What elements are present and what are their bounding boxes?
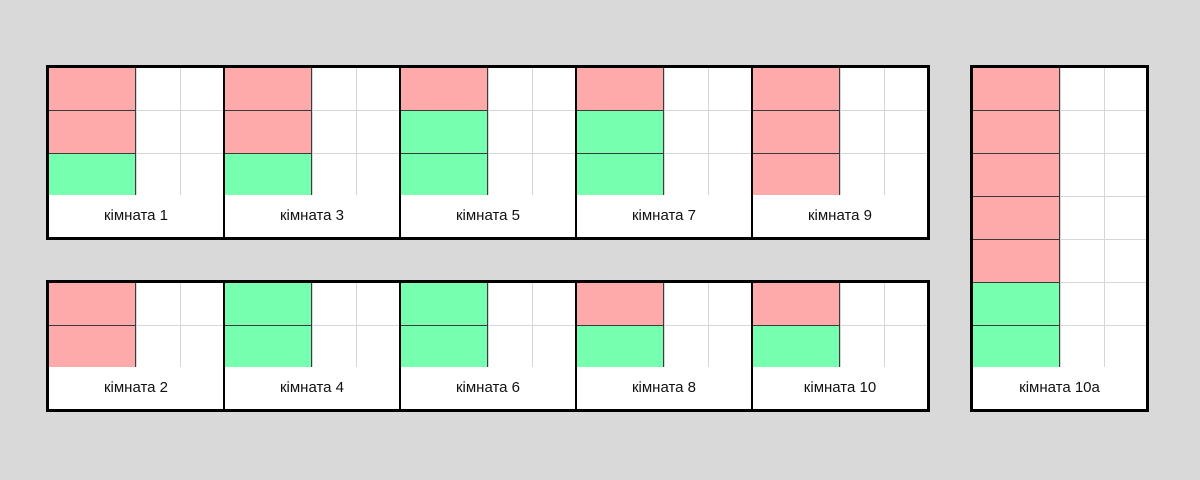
room-group-10a: кімната 10а bbox=[970, 65, 1149, 412]
bed-slot-occupied[interactable] bbox=[49, 283, 136, 326]
room-5[interactable]: кімната 5 bbox=[401, 68, 577, 237]
room-label: кімната 6 bbox=[401, 367, 575, 409]
bed-slots bbox=[577, 283, 664, 369]
bed-slots bbox=[577, 68, 664, 197]
bed-slot-occupied[interactable] bbox=[973, 154, 1060, 197]
bed-slot-occupied[interactable] bbox=[753, 68, 840, 111]
bed-slot-occupied[interactable] bbox=[577, 68, 664, 111]
bed-slot-free[interactable] bbox=[973, 283, 1060, 326]
bed-slot-free[interactable] bbox=[225, 326, 312, 369]
bed-slot-free[interactable] bbox=[753, 326, 840, 369]
room-group-odd: кімната 1 кімната 3 кімната 5 кімната 7 … bbox=[46, 65, 930, 240]
room-label: кімната 5 bbox=[401, 195, 575, 237]
bed-slot-occupied[interactable] bbox=[973, 197, 1060, 240]
room-label: кімната 3 bbox=[225, 195, 399, 237]
bed-slot-free[interactable] bbox=[973, 326, 1060, 369]
room-1[interactable]: кімната 1 bbox=[49, 68, 225, 237]
bed-slot-occupied[interactable] bbox=[49, 111, 136, 154]
room-label: кімната 7 bbox=[577, 195, 751, 237]
bed-slot-occupied[interactable] bbox=[225, 111, 312, 154]
bed-slot-occupied[interactable] bbox=[753, 111, 840, 154]
bed-slot-free[interactable] bbox=[577, 154, 664, 197]
room-6[interactable]: кімната 6 bbox=[401, 283, 577, 409]
room-label: кімната 4 bbox=[225, 367, 399, 409]
bed-slot-free[interactable] bbox=[225, 154, 312, 197]
bed-slot-free[interactable] bbox=[401, 154, 488, 197]
room-10a[interactable]: кімната 10а bbox=[973, 68, 1146, 409]
bed-slots bbox=[49, 68, 136, 197]
bed-slot-occupied[interactable] bbox=[577, 283, 664, 326]
bed-slot-occupied[interactable] bbox=[753, 283, 840, 326]
bed-slots bbox=[49, 283, 136, 369]
bed-slot-free[interactable] bbox=[401, 326, 488, 369]
bed-slots bbox=[225, 68, 312, 197]
bed-slot-occupied[interactable] bbox=[225, 68, 312, 111]
room-4[interactable]: кімната 4 bbox=[225, 283, 401, 409]
bed-slot-free[interactable] bbox=[401, 111, 488, 154]
bed-slots bbox=[973, 68, 1060, 369]
bed-slots bbox=[753, 283, 840, 369]
room-9[interactable]: кімната 9 bbox=[753, 68, 927, 237]
room-group-even: кімната 2 кімната 4 кімната 6 кімната 8 … bbox=[46, 280, 930, 412]
room-label: кімната 9 bbox=[753, 195, 927, 237]
bed-slot-occupied[interactable] bbox=[753, 154, 840, 197]
room-label: кімната 10а bbox=[973, 367, 1146, 409]
bed-slot-occupied[interactable] bbox=[973, 240, 1060, 283]
bed-slot-free[interactable] bbox=[49, 154, 136, 197]
bed-slot-free[interactable] bbox=[577, 111, 664, 154]
bed-slot-occupied[interactable] bbox=[401, 68, 488, 111]
room-3[interactable]: кімната 3 bbox=[225, 68, 401, 237]
room-label: кімната 8 bbox=[577, 367, 751, 409]
bed-slots bbox=[753, 68, 840, 197]
room-8[interactable]: кімната 8 bbox=[577, 283, 753, 409]
room-2[interactable]: кімната 2 bbox=[49, 283, 225, 409]
bed-slot-free[interactable] bbox=[577, 326, 664, 369]
room-label: кімната 1 bbox=[49, 195, 223, 237]
room-label: кімната 10 bbox=[753, 367, 927, 409]
room-10[interactable]: кімната 10 bbox=[753, 283, 927, 409]
bed-slot-free[interactable] bbox=[401, 283, 488, 326]
bed-slot-free[interactable] bbox=[225, 283, 312, 326]
bed-slot-occupied[interactable] bbox=[973, 68, 1060, 111]
room-7[interactable]: кімната 7 bbox=[577, 68, 753, 237]
bed-slot-occupied[interactable] bbox=[49, 68, 136, 111]
bed-slots bbox=[225, 283, 312, 369]
bed-slot-occupied[interactable] bbox=[49, 326, 136, 369]
bed-slot-occupied[interactable] bbox=[973, 111, 1060, 154]
bed-slots bbox=[401, 283, 488, 369]
bed-slots bbox=[401, 68, 488, 197]
room-label: кімната 2 bbox=[49, 367, 223, 409]
